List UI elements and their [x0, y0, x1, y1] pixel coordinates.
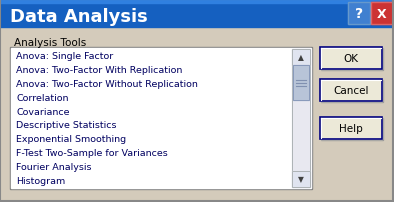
- Bar: [371, 3, 393, 25]
- Text: Exponential Smoothing: Exponential Smoothing: [16, 135, 126, 143]
- Bar: [320, 117, 382, 139]
- Bar: [293, 66, 309, 101]
- Bar: [11, 49, 311, 188]
- Bar: [321, 49, 383, 71]
- Bar: [0, 28, 394, 202]
- Bar: [292, 171, 310, 187]
- Bar: [292, 171, 310, 187]
- Text: Data Analysis: Data Analysis: [10, 8, 148, 26]
- Bar: [293, 66, 309, 101]
- Bar: [348, 3, 370, 25]
- Bar: [321, 118, 383, 140]
- Text: Analysis Tools: Analysis Tools: [14, 38, 86, 48]
- Bar: [0, 0, 394, 28]
- Text: Help: Help: [339, 123, 363, 133]
- Text: ?: ?: [355, 7, 363, 21]
- Bar: [0, 0, 394, 4]
- Bar: [321, 81, 383, 102]
- Bar: [292, 50, 310, 66]
- Bar: [10, 48, 312, 189]
- Text: Histogram: Histogram: [16, 176, 65, 185]
- Text: X: X: [377, 7, 387, 20]
- Text: Anova: Two-Factor With Replication: Anova: Two-Factor With Replication: [16, 66, 182, 75]
- Text: ▲: ▲: [298, 53, 304, 62]
- Bar: [320, 80, 382, 101]
- Bar: [12, 50, 292, 187]
- Bar: [348, 3, 370, 25]
- Bar: [292, 50, 310, 187]
- Text: Fourier Analysis: Fourier Analysis: [16, 162, 91, 171]
- Bar: [320, 48, 382, 70]
- Text: Correlation: Correlation: [16, 93, 69, 102]
- Text: Cancel: Cancel: [333, 86, 369, 96]
- Text: F-Test Two-Sample for Variances: F-Test Two-Sample for Variances: [16, 148, 168, 157]
- Bar: [292, 50, 310, 66]
- Text: Anova: Single Factor: Anova: Single Factor: [16, 52, 113, 61]
- Text: Descriptive Statistics: Descriptive Statistics: [16, 121, 117, 130]
- Text: Anova: Two-Factor Without Replication: Anova: Two-Factor Without Replication: [16, 80, 198, 88]
- Bar: [320, 117, 382, 139]
- Bar: [292, 50, 310, 187]
- Text: Covariance: Covariance: [16, 107, 69, 116]
- Text: ▼: ▼: [298, 175, 304, 184]
- Bar: [320, 48, 382, 70]
- Text: OK: OK: [344, 54, 359, 64]
- Bar: [320, 80, 382, 101]
- Bar: [371, 3, 393, 25]
